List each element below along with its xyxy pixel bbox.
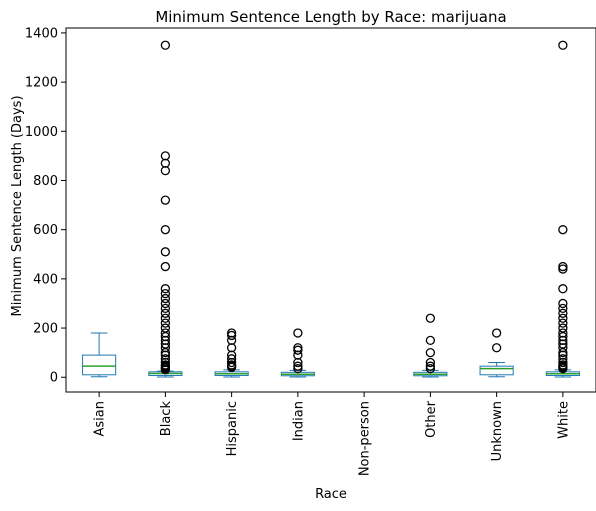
- outlier-point: [160, 195, 171, 205]
- y-tick-label: 1000: [25, 125, 58, 140]
- outlier-point: [558, 225, 568, 235]
- outlier-point: [293, 345, 303, 355]
- x-tick-label: Non-person: [358, 401, 373, 476]
- x-tick-label: Other: [424, 400, 439, 438]
- x-tick-label: Black: [159, 401, 174, 437]
- outlier-point: [160, 354, 171, 364]
- box-group-white: [545, 40, 580, 378]
- outlier-point: [160, 303, 171, 314]
- box-group-other: [413, 313, 448, 378]
- outlier-point: [160, 284, 171, 294]
- outlier-point: [226, 328, 237, 338]
- outlier-point: [160, 247, 171, 257]
- outlier-point: [558, 323, 568, 333]
- outlier-point: [293, 361, 303, 371]
- outlier-point: [425, 357, 436, 368]
- outlier-point: [558, 40, 568, 50]
- outlier-point: [160, 151, 171, 161]
- x-tick-label: Unknown: [490, 401, 505, 461]
- box-group-unknown: [479, 328, 514, 378]
- x-tick-label: Asian: [93, 401, 108, 436]
- outlier-point: [160, 225, 171, 235]
- outlier-point: [160, 288, 171, 299]
- box-group-asian: [82, 332, 117, 378]
- outlier-point: [160, 360, 171, 370]
- outlier-point: [226, 360, 237, 370]
- outlier-point: [558, 298, 568, 309]
- y-axis-label: Minimum Sentence Length (Days): [10, 95, 25, 316]
- y-tick-label: 600: [33, 223, 58, 238]
- outlier-point: [558, 308, 568, 318]
- outlier-point: [425, 361, 436, 371]
- box-group-black: [148, 40, 183, 378]
- outlier-point: [558, 328, 568, 338]
- outlier-point: [226, 354, 237, 364]
- x-tick-label: Indian: [291, 401, 306, 441]
- x-axis: Asian Black Hispanic Indian Non-person Other U…: [93, 392, 571, 476]
- box-iqr: [82, 354, 117, 376]
- outlier-point: [226, 330, 237, 341]
- outlier-point: [558, 284, 568, 294]
- y-tick-label: 800: [33, 174, 58, 189]
- x-tick-label: White: [556, 401, 571, 439]
- outlier-point: [558, 264, 568, 274]
- outlier-point: [491, 343, 502, 353]
- box-iqr: [479, 365, 514, 376]
- outlier-point: [558, 354, 568, 364]
- outlier-point: [425, 363, 436, 374]
- outlier-point: [558, 303, 568, 314]
- y-tick-label: 1400: [25, 26, 58, 41]
- outlier-point: [425, 335, 436, 346]
- chart-title: Minimum Sentence Length by Race: marijua…: [155, 8, 506, 26]
- outlier-point: [160, 313, 171, 323]
- outlier-point: [160, 293, 171, 304]
- outlier-point: [425, 313, 436, 323]
- y-tick-label: 1200: [25, 76, 58, 91]
- outlier-point: [558, 261, 568, 272]
- box-group-indian: [280, 328, 315, 378]
- outlier-point: [293, 363, 303, 374]
- outlier-point: [160, 328, 171, 338]
- box-group-hispanic: [214, 328, 249, 378]
- outlier-point: [425, 347, 436, 358]
- axes-frame: [65, 27, 596, 393]
- x-axis-label: Race: [315, 487, 347, 502]
- y-tick-label: 400: [33, 272, 58, 287]
- outlier-point: [293, 328, 303, 338]
- outlier-point: [491, 328, 502, 338]
- outlier-point: [558, 313, 568, 323]
- outlier-point: [160, 298, 171, 309]
- x-tick-label: Hispanic: [225, 401, 240, 456]
- outlier-point: [293, 343, 303, 353]
- outlier-point: [160, 308, 171, 318]
- y-tick-label: 200: [33, 322, 58, 337]
- outlier-point: [160, 40, 171, 50]
- outlier-point: [160, 261, 171, 272]
- outlier-point: [558, 360, 568, 370]
- outlier-point: [160, 323, 171, 333]
- outlier-point: [160, 318, 171, 328]
- y-tick-label: 0: [50, 371, 58, 386]
- outlier-point: [558, 318, 568, 328]
- y-axis: 0 200 400 600 800 1000 1200 1400: [25, 26, 66, 386]
- plot-area: [82, 40, 580, 378]
